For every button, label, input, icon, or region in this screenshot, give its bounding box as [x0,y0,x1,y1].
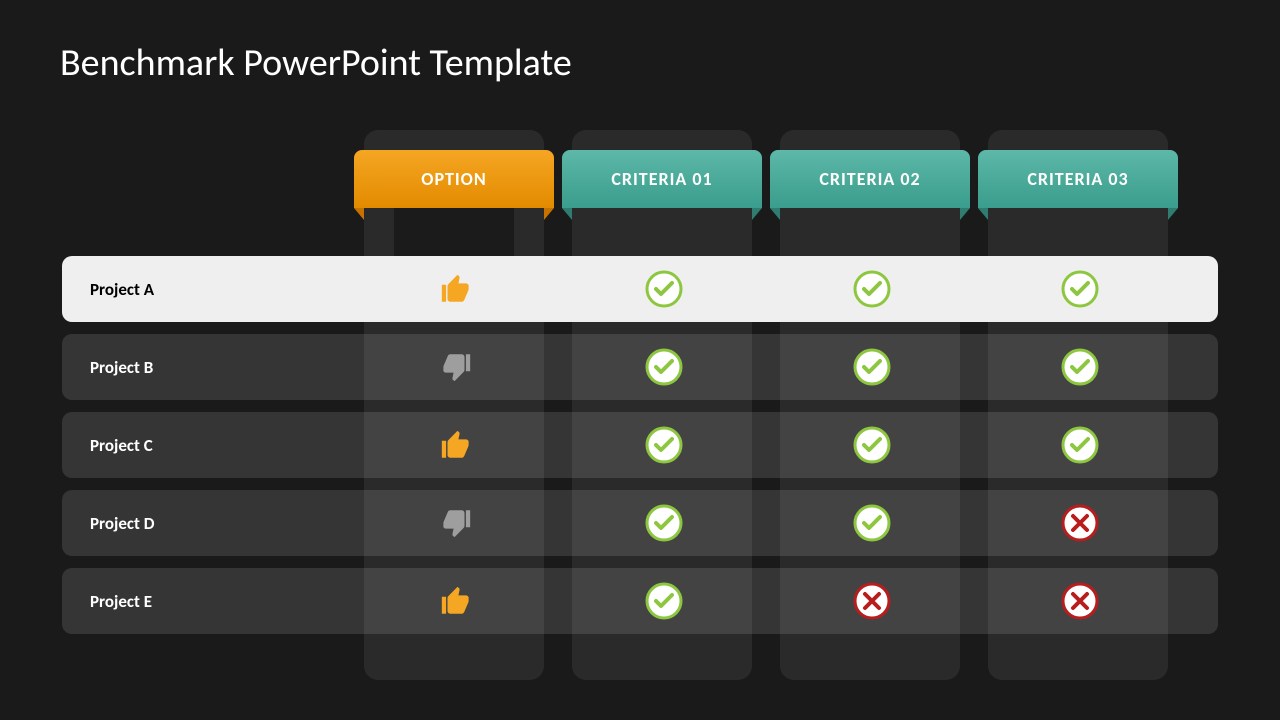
check-icon [853,504,891,542]
cell-c1 [560,270,768,308]
check-icon [1061,426,1099,464]
header-criteria-01: CRITERIA 01 [562,150,762,208]
check-icon [853,270,891,308]
thumbs-up-icon [439,428,473,462]
thumbs-down-icon [439,506,473,540]
cell-c3 [976,348,1184,386]
cell-c1 [560,348,768,386]
check-icon [645,348,683,386]
cross-icon [853,582,891,620]
slide-title: Benchmark PowerPoint Template [60,40,572,86]
cell-c2 [768,426,976,464]
cell-c2 [768,270,976,308]
option-under-shadow [394,208,514,256]
cell-option [352,272,560,306]
header-option: OPTION [354,150,554,208]
cross-icon [1061,504,1099,542]
check-icon [645,582,683,620]
check-icon [1061,348,1099,386]
cell-c1 [560,426,768,464]
cell-c3 [976,426,1184,464]
table-row: Project D [62,490,1218,556]
table-row: Project E [62,568,1218,634]
cell-c2 [768,582,976,620]
cross-icon [1061,582,1099,620]
thumbs-down-icon [439,350,473,384]
header-criteria-03: CRITERIA 03 [978,150,1178,208]
check-icon [853,426,891,464]
row-label: Project B [62,357,352,378]
cell-option [352,506,560,540]
cell-c2 [768,348,976,386]
table-row: Project C [62,412,1218,478]
cell-option [352,350,560,384]
check-icon [645,504,683,542]
cell-c3 [976,582,1184,620]
row-label: Project D [62,513,352,534]
row-label: Project C [62,435,352,456]
cell-option [352,584,560,618]
cell-c3 [976,504,1184,542]
check-icon [1061,270,1099,308]
cell-c3 [976,270,1184,308]
check-icon [645,270,683,308]
header-criteria-02: CRITERIA 02 [770,150,970,208]
row-label: Project A [62,279,352,300]
thumbs-up-icon [439,272,473,306]
thumbs-up-icon [439,584,473,618]
row-label: Project E [62,591,352,612]
cell-option [352,428,560,462]
check-icon [853,348,891,386]
cell-c2 [768,504,976,542]
cell-c1 [560,504,768,542]
cell-c1 [560,582,768,620]
check-icon [645,426,683,464]
table-row: Project A [62,256,1218,322]
table-row: Project B [62,334,1218,400]
